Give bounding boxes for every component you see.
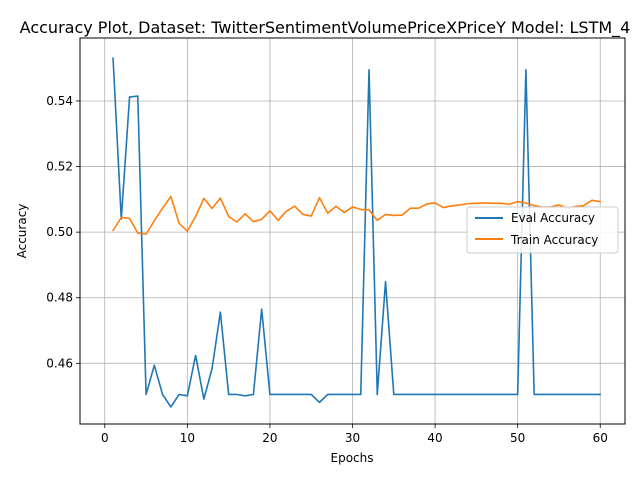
- y-tick-label: 0.48: [46, 291, 73, 305]
- series-lines: [112, 57, 602, 408]
- series-line-train-accuracy: [112, 195, 602, 235]
- y-axis-ticks: 0.46 0.48 0.50 0.52 0.54: [46, 94, 80, 370]
- x-axis-ticks: 0 10 20 30 40 50 60: [101, 424, 608, 445]
- x-tick-label: 0: [101, 431, 109, 445]
- legend-box: [466, 206, 619, 254]
- x-axis-title: Epochs: [331, 451, 374, 465]
- y-tick-label: 0.52: [46, 160, 73, 174]
- x-tick-label: 10: [180, 431, 195, 445]
- y-tick-label: 0.54: [46, 94, 73, 108]
- y-tick-label: 0.50: [46, 225, 73, 239]
- chart-title: Accuracy Plot, Dataset: TwitterSentiment…: [20, 18, 631, 38]
- legend: Eval Accuracy Train Accuracy: [466, 206, 619, 254]
- x-tick-label: 30: [345, 431, 360, 445]
- x-tick-label: 60: [593, 431, 608, 445]
- legend-label-eval: Eval Accuracy: [511, 211, 595, 225]
- series-line-eval-accuracy: [112, 57, 602, 408]
- x-tick-label: 40: [427, 431, 442, 445]
- x-tick-label: 20: [262, 431, 277, 445]
- x-tick-label: 50: [510, 431, 525, 445]
- y-tick-label: 0.46: [46, 356, 73, 370]
- y-axis-title: Accuracy: [15, 204, 29, 259]
- legend-label-train: Train Accuracy: [510, 233, 598, 247]
